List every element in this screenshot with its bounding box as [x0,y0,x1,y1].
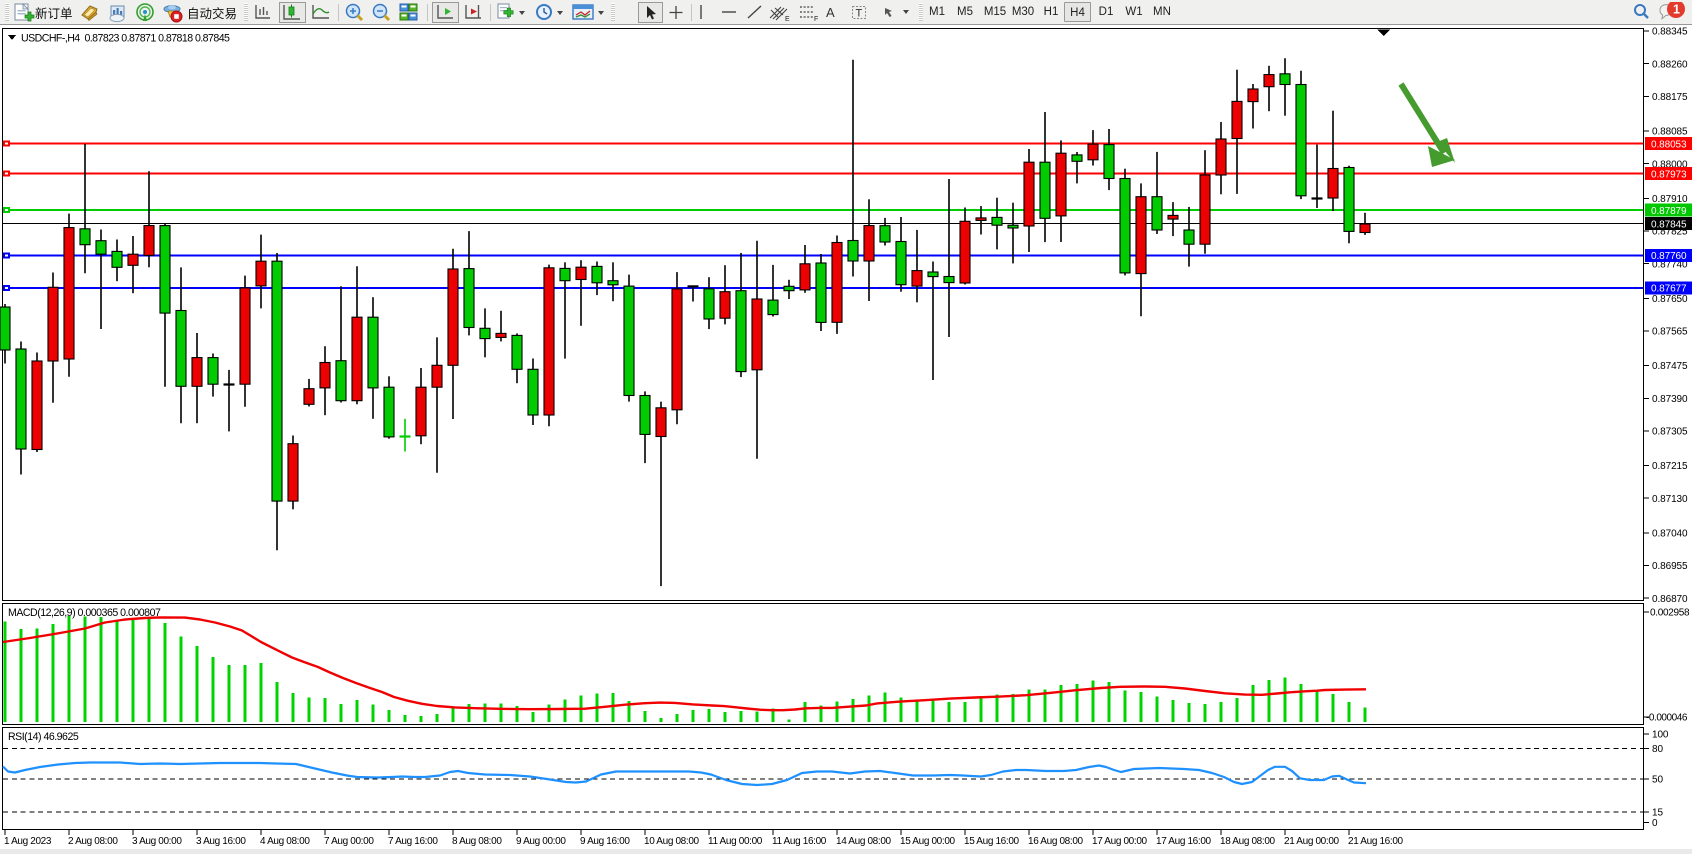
svg-text:7 Aug 00:00: 7 Aug 00:00 [324,836,374,847]
svg-text:USDCHF-,H4 0.87823 0.87871 0.: USDCHF-,H4 0.87823 0.87871 0.87818 0.878… [21,33,230,45]
svg-text:0.87475: 0.87475 [1652,361,1688,372]
svg-text:0.88345: 0.88345 [1652,27,1688,38]
svg-text:新订单: 新订单 [35,6,73,21]
svg-text:14 Aug 08:00: 14 Aug 08:00 [836,836,892,847]
svg-text:15: 15 [1652,808,1663,819]
svg-text:0.88260: 0.88260 [1652,59,1688,70]
svg-text:0.88085: 0.88085 [1652,127,1688,138]
svg-text:自动交易: 自动交易 [187,6,237,21]
svg-text:9 Aug 00:00: 9 Aug 00:00 [516,836,566,847]
svg-text:3 Aug 00:00: 3 Aug 00:00 [132,836,182,847]
svg-text:T: T [856,8,863,20]
svg-text:18 Aug 08:00: 18 Aug 08:00 [1220,836,1276,847]
svg-text:MACD(12,26,9) 0.000365 0.00080: MACD(12,26,9) 0.000365 0.000807 [8,607,161,619]
svg-text:11 Aug 00:00: 11 Aug 00:00 [708,836,763,847]
svg-text:0.87879: 0.87879 [1651,206,1687,217]
svg-text:0.87760: 0.87760 [1651,251,1687,262]
svg-text:0.87650: 0.87650 [1652,294,1688,305]
svg-text:0.87130: 0.87130 [1652,494,1688,505]
svg-text:21 Aug 00:00: 21 Aug 00:00 [1284,836,1340,847]
svg-text:1 Aug 2023: 1 Aug 2023 [4,836,52,847]
svg-text:-0.000046: -0.000046 [1646,713,1688,724]
svg-text:21 Aug 16:00: 21 Aug 16:00 [1348,836,1404,847]
svg-text:0.86955: 0.86955 [1652,561,1688,572]
svg-text:2 Aug 08:00: 2 Aug 08:00 [68,836,118,847]
svg-text:0: 0 [1652,818,1658,829]
svg-text:11 Aug 16:00: 11 Aug 16:00 [772,836,827,847]
svg-text:0.88175: 0.88175 [1652,92,1688,103]
svg-text:16 Aug 08:00: 16 Aug 08:00 [1028,836,1084,847]
svg-text:1: 1 [1673,3,1680,17]
svg-text:15 Aug 00:00: 15 Aug 00:00 [900,836,956,847]
svg-text:0.87740: 0.87740 [1652,259,1688,270]
svg-text:17 Aug 16:00: 17 Aug 16:00 [1156,836,1212,847]
svg-text:100: 100 [1652,730,1669,741]
svg-text:80: 80 [1652,744,1663,755]
svg-text:50: 50 [1652,775,1663,786]
svg-text:0.87565: 0.87565 [1652,327,1688,338]
svg-text:4 Aug 08:00: 4 Aug 08:00 [260,836,310,847]
svg-text:F: F [814,16,818,23]
svg-text:0.87040: 0.87040 [1652,528,1688,539]
svg-text:15 Aug 16:00: 15 Aug 16:00 [964,836,1020,847]
svg-text:7 Aug 16:00: 7 Aug 16:00 [388,836,438,847]
svg-text:0.87825: 0.87825 [1652,227,1688,238]
svg-text:A: A [826,5,835,20]
svg-text:0.87677: 0.87677 [1651,284,1687,295]
svg-text:0.88000: 0.88000 [1652,159,1688,170]
svg-text:8 Aug 08:00: 8 Aug 08:00 [452,836,502,847]
svg-text:0.88053: 0.88053 [1651,139,1687,150]
svg-text:0.87845: 0.87845 [1651,219,1687,230]
svg-text:0.87305: 0.87305 [1652,427,1688,438]
svg-text:3 Aug 16:00: 3 Aug 16:00 [196,836,246,847]
svg-text:0.86870: 0.86870 [1652,594,1688,605]
svg-text:0.87973: 0.87973 [1651,169,1687,180]
svg-text:RSI(14) 46.9625: RSI(14) 46.9625 [8,731,79,743]
svg-text:17 Aug 00:00: 17 Aug 00:00 [1092,836,1148,847]
svg-text:9 Aug 16:00: 9 Aug 16:00 [580,836,630,847]
svg-text:10 Aug 08:00: 10 Aug 08:00 [644,836,700,847]
svg-text:0.87215: 0.87215 [1652,461,1688,472]
svg-text:0.87910: 0.87910 [1652,194,1688,205]
svg-text:E: E [785,16,790,23]
svg-text:0.002958: 0.002958 [1650,608,1690,619]
svg-text:0.87390: 0.87390 [1652,394,1688,405]
